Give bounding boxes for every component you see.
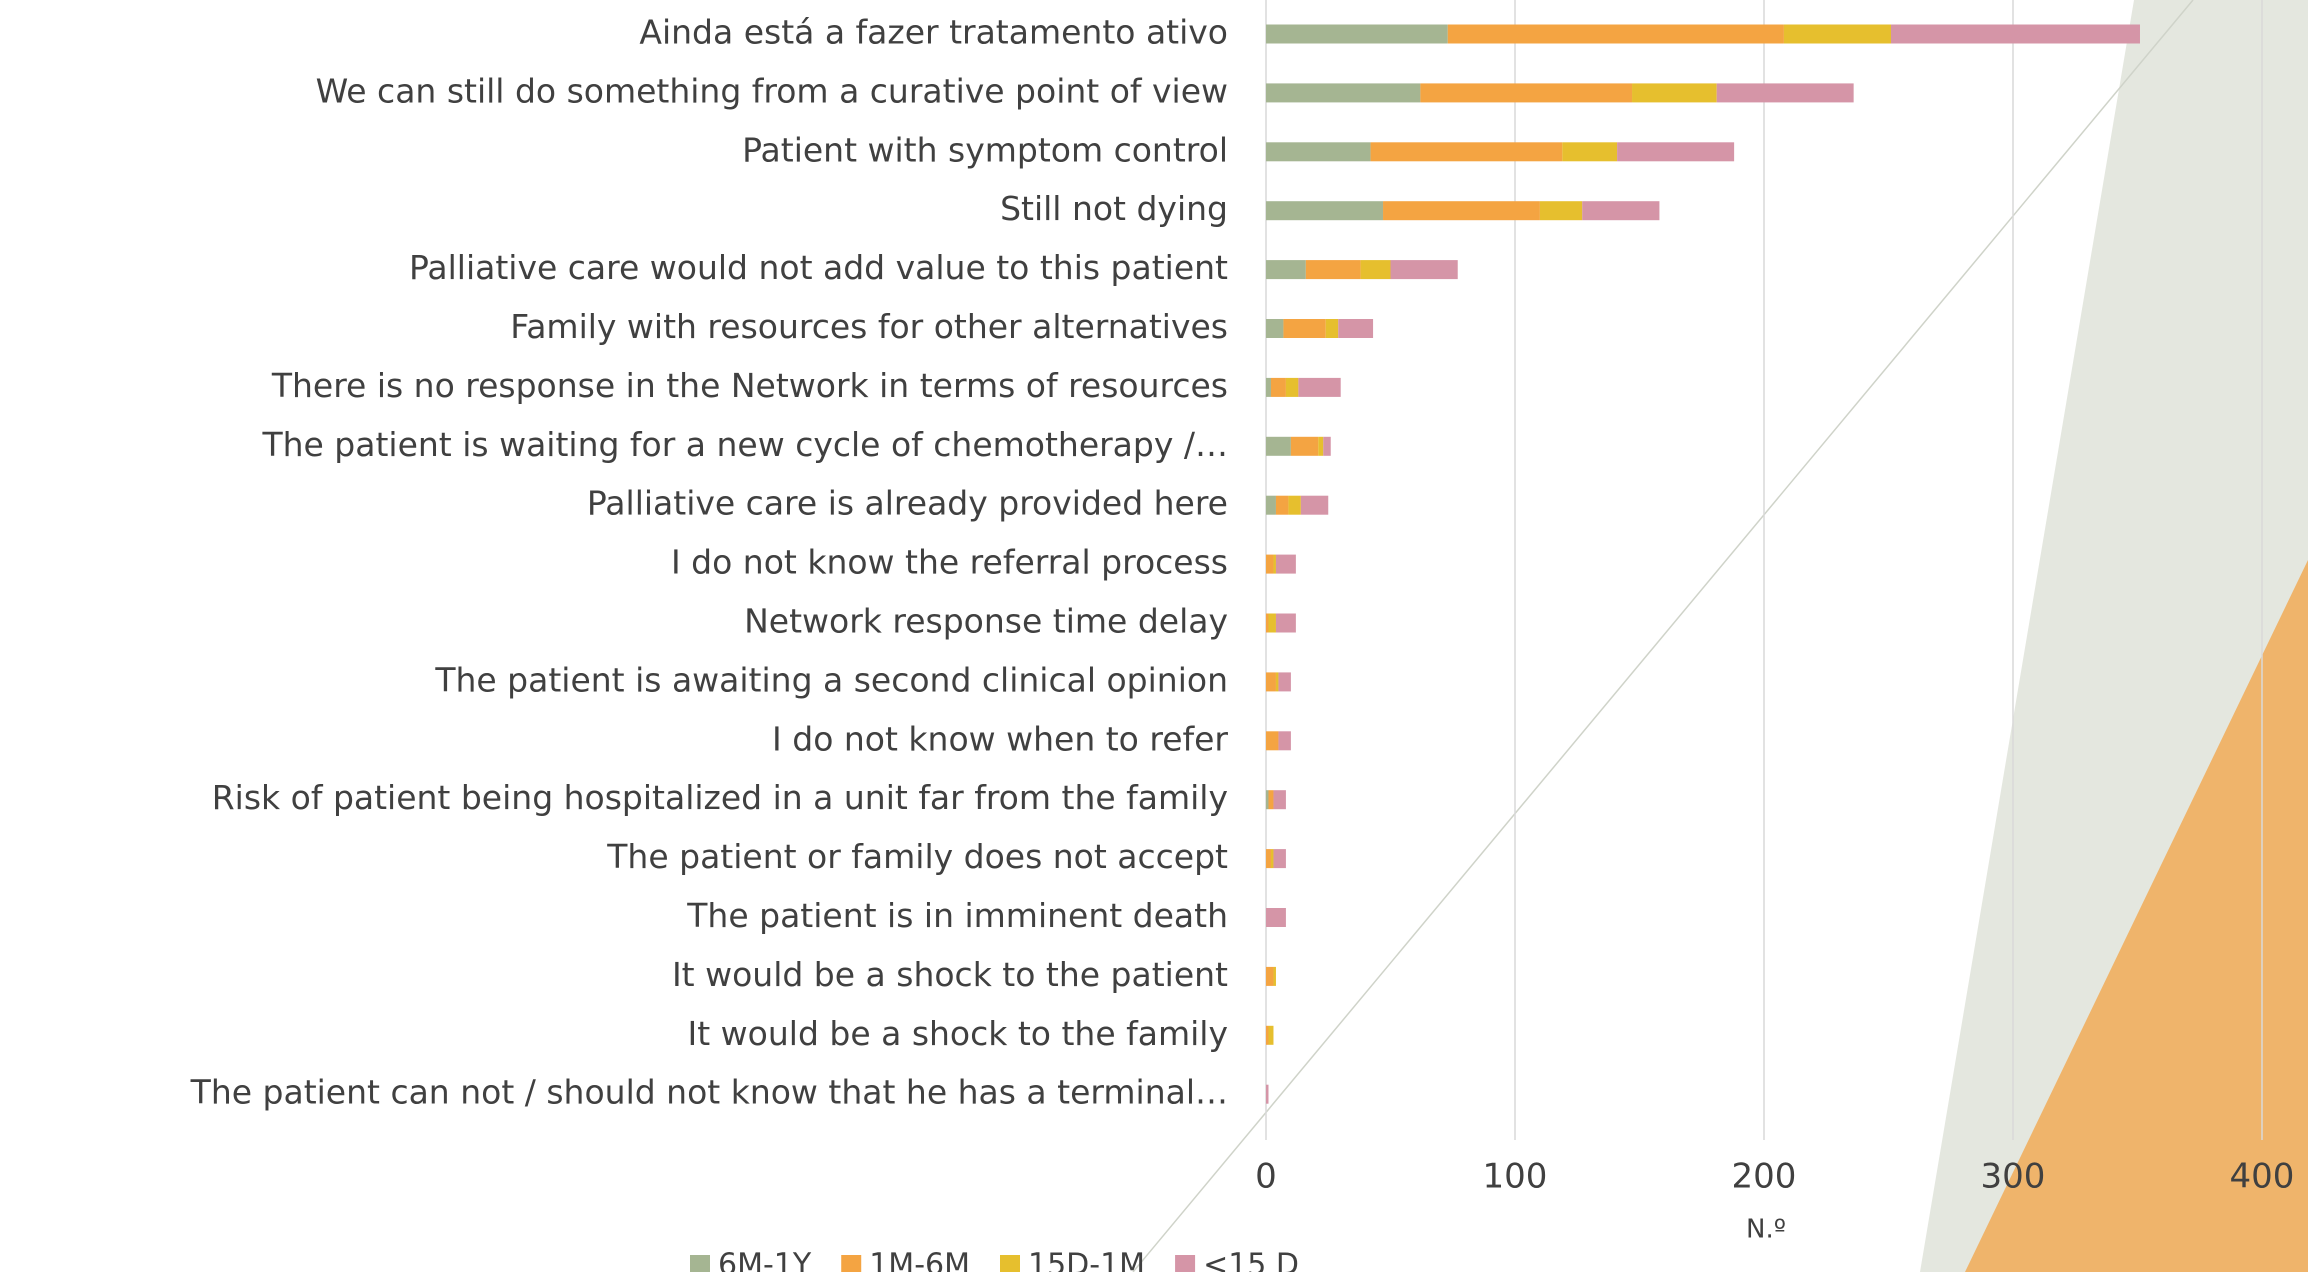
y-tick-label: Ainda está a fazer tratamento ativo <box>639 13 1228 52</box>
bar-segment <box>1266 24 1448 44</box>
bar-segment <box>1275 613 1296 633</box>
decor-line <box>1132 0 2194 1272</box>
bar-segment <box>1275 672 1279 692</box>
bar-segment <box>1370 142 1563 162</box>
bar-segment <box>1617 142 1735 162</box>
bar-segment <box>1266 1025 1269 1045</box>
y-tick-label: Palliative care is already provided here <box>587 484 1228 523</box>
bar-segment <box>1290 436 1319 456</box>
x-tick-label: 200 <box>1732 1157 1797 1197</box>
bar-segment <box>1390 260 1458 280</box>
y-tick-label: The patient is in imminent death <box>686 896 1228 935</box>
y-tick-label: We can still do something from a curativ… <box>316 71 1228 110</box>
y-tick-label: Still not dying <box>1000 189 1228 228</box>
bar-segment <box>1273 790 1286 810</box>
background-shape <box>1965 560 2308 1272</box>
y-tick-label: Family with resources for other alternat… <box>510 307 1228 346</box>
y-tick-label: There is no response in the Network in t… <box>271 366 1228 405</box>
legend-swatch <box>1175 1255 1196 1272</box>
bar-segment <box>1288 495 1301 515</box>
x-tick-label: 100 <box>1483 1157 1548 1197</box>
y-tick-label: I do not know when to refer <box>772 719 1228 758</box>
bar-segment <box>1278 731 1291 751</box>
bar-segment <box>1268 1025 1274 1045</box>
bar-segment <box>1360 260 1391 280</box>
bar-segment <box>1420 83 1633 103</box>
bar-segment <box>1447 24 1784 44</box>
bar-segment <box>1298 377 1341 397</box>
bar-segment <box>1275 554 1296 574</box>
bar-segment <box>1278 672 1291 692</box>
bar-segment <box>1305 260 1361 280</box>
bar-segment <box>1266 1084 1269 1104</box>
x-tick-label: 0 <box>1255 1157 1277 1197</box>
bar-segment <box>1268 613 1276 633</box>
bar-segment <box>1318 436 1324 456</box>
bar-segment <box>1266 83 1421 103</box>
y-tick-label: The patient can not / should not know th… <box>190 1073 1228 1112</box>
bar-segment <box>1323 436 1331 456</box>
x-axis-label: N.º <box>1746 1215 1786 1245</box>
x-tick-label: 300 <box>1981 1157 2046 1197</box>
y-tick-label: Network response time delay <box>744 602 1228 641</box>
bar-segment <box>1266 142 1371 162</box>
y-tick-label: It would be a shock to the family <box>688 1014 1228 1053</box>
bar-segment <box>1266 790 1269 810</box>
bar-segment <box>1266 731 1279 751</box>
bar-segment <box>1275 495 1289 515</box>
bar-segment <box>1266 908 1286 927</box>
bar-segment <box>1270 377 1286 397</box>
legend-swatch <box>690 1255 710 1272</box>
bar-segment <box>1266 436 1291 456</box>
bar-segment <box>1716 83 1854 103</box>
legend-label: 1M-6M <box>869 1248 970 1272</box>
bar-segment <box>1266 613 1269 633</box>
y-tick-label: Patient with symptom control <box>742 130 1228 169</box>
y-tick-label: The patient or family does not accept <box>606 837 1228 876</box>
bar-segment <box>1890 24 2140 44</box>
bar-segment <box>1266 849 1271 869</box>
bar-segment <box>1283 319 1326 338</box>
bar-segment <box>1582 201 1660 221</box>
bar-segment <box>1266 554 1274 574</box>
bar-segment <box>1273 554 1276 574</box>
bar-segment <box>1266 672 1276 692</box>
y-tick-label: Risk of patient being hospitalized in a … <box>212 778 1228 817</box>
x-tick-label: 400 <box>2230 1157 2295 1197</box>
y-tick-label: The patient is waiting for a new cycle o… <box>261 425 1228 464</box>
bar-segment <box>1325 319 1339 338</box>
bar-segment <box>1783 24 1891 44</box>
y-tick-label: Palliative care would not add value to t… <box>409 248 1228 287</box>
bar-segment <box>1300 495 1329 515</box>
bar-segment <box>1270 849 1274 869</box>
bar-segment <box>1632 83 1717 103</box>
bar-segment <box>1562 142 1618 162</box>
bar-segment <box>1273 966 1276 986</box>
bar-segment <box>1266 495 1276 515</box>
y-tick-label: I do not know the referral process <box>671 543 1228 582</box>
legend-swatch <box>841 1255 862 1272</box>
bar-segment <box>1285 377 1299 397</box>
bar-segment <box>1383 201 1540 221</box>
bar-segment <box>1338 319 1374 338</box>
legend-label: 15D-1M <box>1028 1248 1145 1272</box>
legend-label: 6M-1Y <box>718 1248 812 1272</box>
bar-segment <box>1539 201 1583 221</box>
bar-segment <box>1266 377 1271 397</box>
bar-segment <box>1266 201 1384 221</box>
legend-label: <15 D <box>1203 1248 1299 1272</box>
bar-segment <box>1266 966 1274 986</box>
y-tick-label: It would be a shock to the patient <box>672 955 1228 994</box>
bar-segment <box>1268 790 1274 810</box>
legend-swatch <box>1000 1255 1020 1272</box>
bar-segment <box>1273 849 1286 869</box>
y-tick-label: The patient is awaiting a second clinica… <box>434 660 1228 699</box>
bar-segment <box>1266 319 1284 338</box>
bar-segment <box>1266 260 1306 280</box>
